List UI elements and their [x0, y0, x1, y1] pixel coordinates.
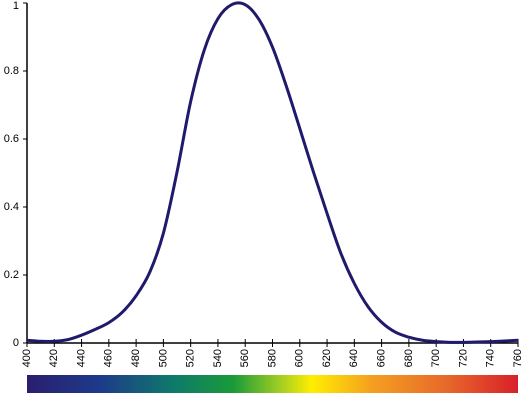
x-tick-label: 420 [48, 349, 60, 367]
x-tick-label: 520 [185, 349, 197, 367]
x-tick-label: 540 [212, 349, 224, 367]
x-tick-label: 740 [485, 349, 497, 367]
y-tick-label: 1 [13, 0, 19, 12]
y-tick-label: 0.2 [4, 269, 19, 281]
x-tick-label: 600 [294, 349, 306, 367]
x-tick-label: 620 [321, 349, 333, 367]
line [26, 1, 519, 344]
x-tick-label: 500 [157, 349, 169, 367]
spectrum-bar [27, 375, 518, 393]
x-tick-label: 400 [21, 349, 33, 367]
x-tick-label: 680 [403, 349, 415, 367]
y-tick-label: 0.8 [4, 65, 19, 77]
y-tick-label: 0.4 [4, 201, 19, 213]
y-tick-label: 0 [13, 337, 19, 349]
x-tick-label: 480 [130, 349, 142, 367]
x-tick-label: 460 [103, 349, 115, 367]
x-tick-label: 700 [430, 349, 442, 367]
x-tick-label: 640 [348, 349, 360, 367]
x-tick-label: 560 [239, 349, 251, 367]
x-tick-label: 660 [376, 349, 388, 367]
x-tick-label: 440 [75, 349, 87, 367]
y-tick-label: 0.6 [4, 133, 19, 145]
x-tick-label: 720 [457, 349, 469, 367]
x-tick-label: 760 [512, 349, 524, 367]
x-tick-label: 580 [266, 349, 278, 367]
